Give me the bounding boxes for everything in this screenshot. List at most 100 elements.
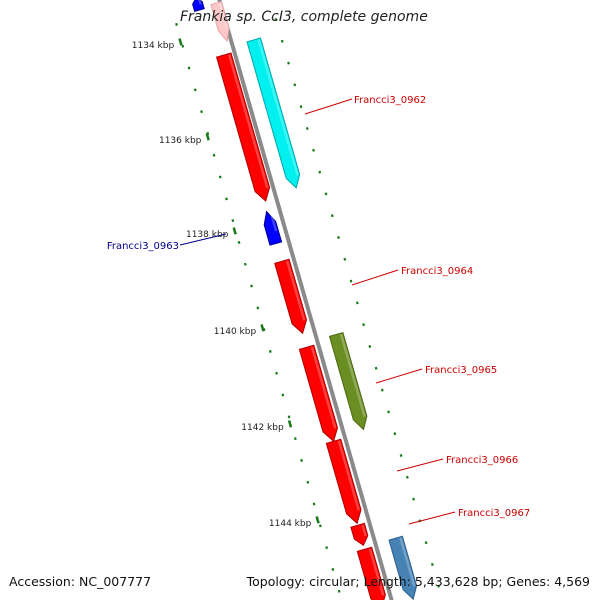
- scale-dot: [274, 17, 278, 21]
- scale-dot: [275, 371, 278, 375]
- scale-dot: [424, 541, 428, 545]
- gene-arrow-francci3-0963: [263, 210, 283, 246]
- scale-dot: [280, 39, 284, 43]
- scale-dot: [287, 415, 291, 419]
- scale-dot: [393, 432, 397, 436]
- leader-line-francci3-0962: [304, 98, 353, 115]
- gene-arrow-francci3-0962: [215, 52, 271, 202]
- gene-arrow-highlight: [286, 260, 306, 321]
- gene-arrow-highlight: [310, 346, 337, 429]
- scale-dot: [437, 584, 441, 588]
- gene-label-francci3-0967: Francci3_0967: [458, 508, 530, 519]
- scale-dot: [312, 148, 315, 152]
- gene-arrow-unlabeled-3: [246, 37, 301, 189]
- scale-dot: [231, 219, 235, 223]
- tick-label: 1142 kbp: [241, 423, 284, 433]
- gene-arrow-highlight: [257, 39, 299, 176]
- scale-dot: [225, 197, 228, 201]
- leader-line-francci3-0965: [375, 368, 423, 384]
- gene-arrow-francci3-0964: [274, 258, 308, 335]
- scale-dot: [318, 524, 322, 528]
- major-tick: [205, 133, 210, 141]
- scale-dot: [355, 301, 359, 305]
- gene-arrow-highlight: [361, 524, 367, 537]
- scale-dot: [218, 175, 222, 179]
- scale-dot: [430, 562, 434, 566]
- gene-label-francci3-0965: Francci3_0965: [425, 365, 497, 376]
- leader-line-francci3-0966: [396, 458, 444, 472]
- topology-text: Topology: circular; Length: 5,433,628 bp…: [246, 574, 590, 589]
- gene-arrow-highlight: [339, 333, 366, 417]
- scale-dot: [399, 453, 403, 457]
- scale-dot: [412, 497, 415, 501]
- scale-dot: [337, 235, 340, 239]
- gene-arrow-highlight: [269, 211, 278, 232]
- scale-dot: [324, 192, 328, 196]
- genome-title: Frankia sp. CcI3, complete genome: [180, 9, 428, 25]
- scale-dot: [305, 126, 309, 130]
- scale-dot: [337, 589, 341, 593]
- scale-dot: [331, 567, 335, 571]
- scale-dot: [325, 546, 329, 550]
- scale-dot: [374, 366, 378, 370]
- scale-dot: [362, 323, 365, 327]
- scale-dot: [243, 262, 247, 266]
- scale-dot: [293, 83, 297, 87]
- scale-dot: [212, 153, 216, 157]
- scale-dot: [306, 480, 310, 484]
- tick-label: 1136 kbp: [159, 136, 202, 146]
- tick-label: 1140 kbp: [214, 327, 257, 337]
- gene-arrow-unlabeled-10: [356, 546, 386, 600]
- scale-dot: [330, 214, 334, 218]
- tick-label: 1134 kbp: [132, 41, 175, 51]
- major-tick: [287, 420, 293, 428]
- gene-arrow-unlabeled-0: [192, 0, 205, 13]
- leader-line-francci3-0963: [179, 233, 227, 246]
- leader-line-francci3-0967: [408, 511, 456, 525]
- gene-arrow-unlabeled-1: [210, 0, 230, 43]
- tick-label: 1138 kbp: [186, 230, 229, 240]
- scale-dot: [312, 502, 316, 506]
- gene-label-francci3-0963: Francci3_0963: [107, 241, 179, 252]
- gene-arrow-highlight: [399, 537, 416, 587]
- scale-dot: [237, 240, 241, 244]
- scale-dot: [193, 88, 197, 92]
- gene-arrow-unlabeled-7: [328, 331, 368, 431]
- gene-arrow-francci3-0967: [350, 522, 369, 547]
- tick-label: 1144 kbp: [269, 519, 312, 529]
- scale-dot: [300, 458, 303, 462]
- major-tick: [315, 516, 320, 524]
- gene-arrow-francci3-0966: [325, 438, 362, 525]
- scale-dot: [200, 110, 203, 114]
- leader-line-francci3-0964: [351, 269, 399, 286]
- gene-label-francci3-0966: Francci3_0966: [446, 455, 518, 466]
- gene-arrow-highlight: [227, 54, 269, 189]
- major-tick: [178, 38, 183, 46]
- genome-backbone: [217, 0, 394, 600]
- gene-label-francci3-0964: Francci3_0964: [401, 266, 473, 277]
- scale-dot: [287, 61, 290, 65]
- gene-label-francci3-0962: Francci3_0962: [354, 95, 426, 106]
- scale-dot: [387, 410, 390, 414]
- gene-arrow-highlight: [198, 0, 202, 5]
- scale-dot: [175, 22, 178, 26]
- scale-dot: [281, 393, 285, 397]
- scale-dot: [187, 66, 191, 70]
- scale-dot: [368, 344, 372, 348]
- major-tick: [260, 324, 265, 332]
- gene-arrow-unlabeled-11: [388, 535, 418, 600]
- scale-dot: [293, 437, 297, 441]
- gene-arrow-francci3-0965: [298, 344, 339, 443]
- scale-dot: [343, 257, 347, 261]
- scale-dot: [380, 388, 384, 392]
- scale-dot: [318, 170, 322, 174]
- scale-dot: [268, 349, 272, 353]
- scale-dot: [256, 306, 260, 310]
- gene-arrow-highlight: [218, 2, 229, 30]
- accession-text: Accession: NC_007777: [9, 574, 152, 589]
- scale-dot: [181, 44, 185, 48]
- scale-dot: [405, 475, 409, 479]
- major-tick: [232, 227, 237, 235]
